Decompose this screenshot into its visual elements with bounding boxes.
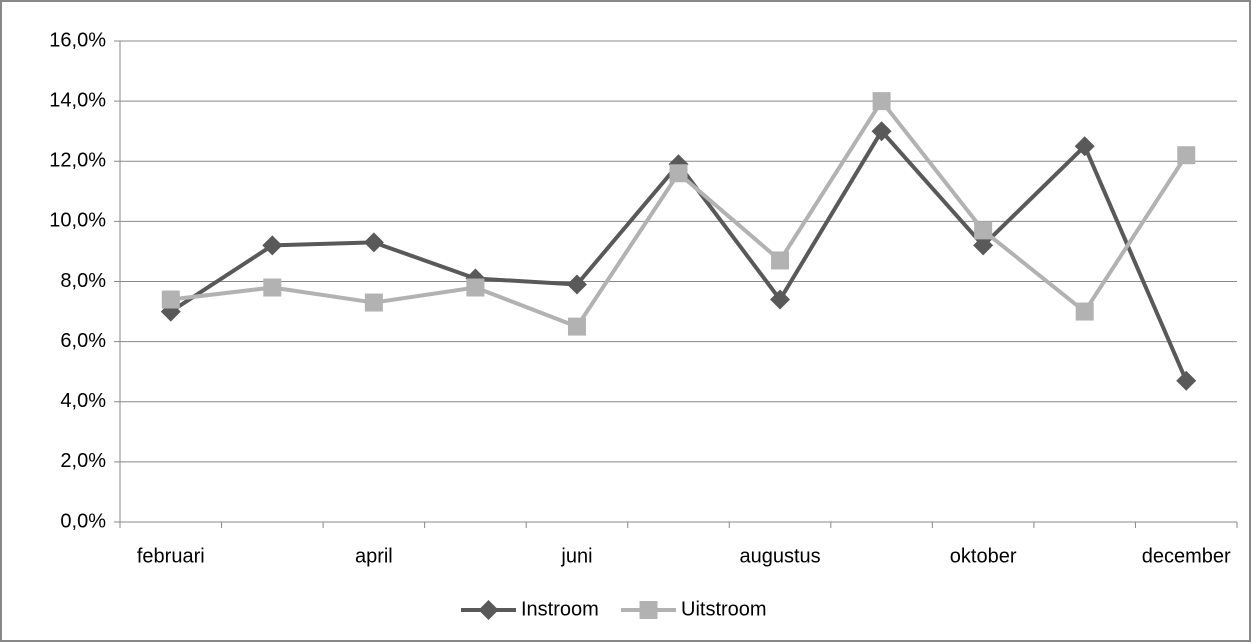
data-point <box>1177 146 1196 165</box>
legend-label: Uitstroom <box>681 598 767 620</box>
y-tick-label: 10,0% <box>49 210 106 232</box>
data-point <box>1074 136 1095 157</box>
data-point <box>974 221 993 240</box>
data-point <box>466 278 485 297</box>
x-tick-label: april <box>355 545 393 567</box>
y-tick-label: 4,0% <box>60 390 106 412</box>
data-point <box>669 164 688 183</box>
x-tick-label: juni <box>560 545 592 567</box>
x-tick-label: oktober <box>950 545 1017 567</box>
data-point <box>1075 302 1094 321</box>
data-point <box>262 235 283 256</box>
y-tick-label: 14,0% <box>49 89 106 111</box>
x-tick-label: december <box>1142 545 1231 567</box>
data-point <box>566 274 587 295</box>
y-tick-label: 16,0% <box>49 29 106 51</box>
data-point <box>770 289 791 310</box>
data-point <box>973 235 994 256</box>
data-point <box>161 290 180 309</box>
x-tick-label: februari <box>137 545 205 567</box>
data-point <box>1176 370 1197 391</box>
legend-marker <box>478 600 499 620</box>
y-tick-label: 12,0% <box>49 150 106 172</box>
data-point <box>872 92 891 111</box>
y-tick-label: 0,0% <box>60 510 106 532</box>
data-point <box>364 293 383 312</box>
data-point <box>771 251 790 270</box>
data-point <box>567 317 586 336</box>
data-point <box>363 232 384 253</box>
x-tick-label: augustus <box>739 545 820 567</box>
y-tick-label: 6,0% <box>60 330 106 352</box>
data-point <box>263 278 282 297</box>
legend-marker <box>639 601 658 619</box>
y-tick-label: 2,0% <box>60 450 106 472</box>
data-point <box>871 121 892 142</box>
legend-label: Instroom <box>521 598 599 620</box>
y-tick-label: 8,0% <box>60 270 106 292</box>
